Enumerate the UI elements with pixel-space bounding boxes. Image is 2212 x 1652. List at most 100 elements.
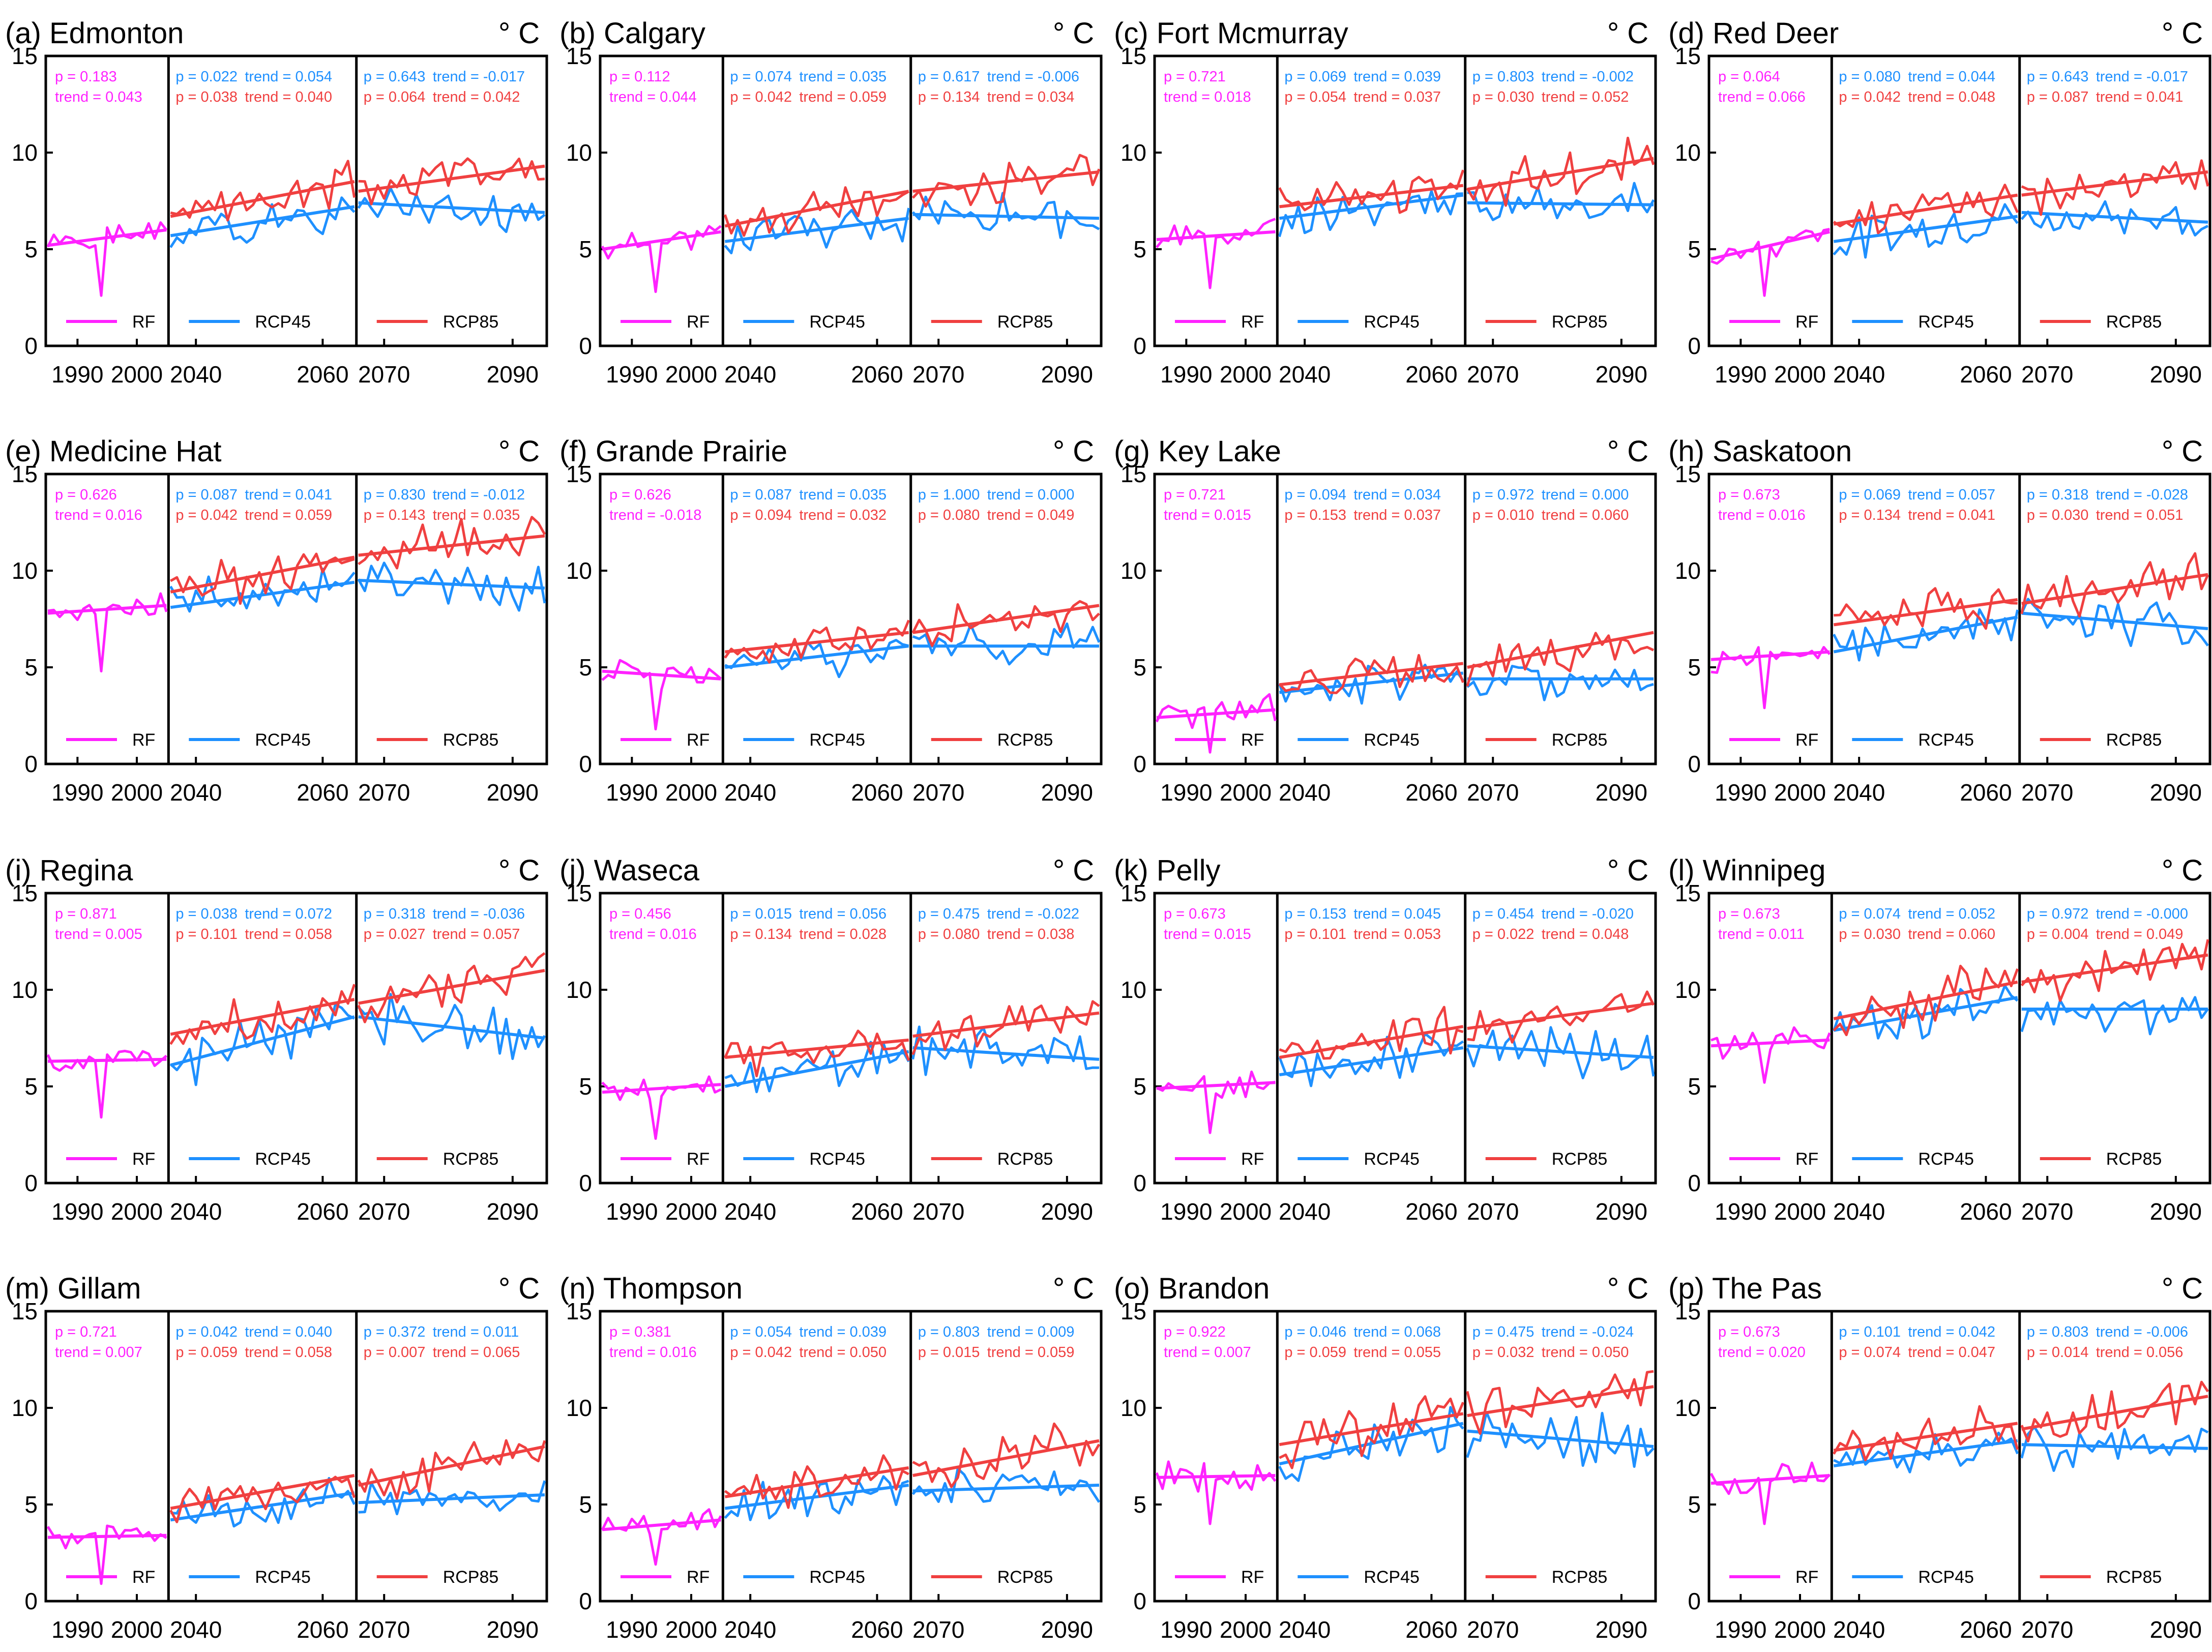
unit-label: ° C — [1607, 1272, 1648, 1305]
x-tick-label: 2090 — [1041, 1616, 1093, 1643]
x-tick-label: 1990 — [51, 1198, 103, 1225]
x-tick-label: 2090 — [487, 779, 539, 806]
trend-line-rcp85b — [358, 534, 545, 557]
y-tick-label: 10 — [1675, 977, 1701, 1003]
p-value-label: p = 0.087 — [730, 487, 792, 503]
panel-frame — [599, 1310, 1103, 1603]
series-line-rcp85 — [169, 1476, 356, 1523]
series-line-rcp85 — [1278, 654, 1465, 694]
panel: (k) Pelly ° C 0 5 10 15 1990 2000 p = 0.673 trend… — [1114, 854, 1657, 1225]
trend-line-rcp85 — [1833, 1422, 2018, 1452]
series-line-rcp45 — [724, 208, 910, 254]
series-line-rcp85 — [1279, 1395, 1465, 1469]
panel: (j) Waseca ° C 0 5 10 15 1990 2000 p = 0.456 tren… — [559, 854, 1103, 1225]
x-tick-label: 2040 — [1833, 361, 1885, 388]
p-value-label: p = 0.143 — [364, 507, 426, 523]
panel: (d) Red Deer ° C 0 5 10 15 1990 2000 p = 0.064 tr… — [1668, 17, 2211, 388]
p-value-label: p = 0.064 — [364, 89, 426, 105]
p-value-label: p = 0.643 — [2027, 69, 2089, 85]
x-tick-label: 2070 — [1467, 1616, 1519, 1643]
trend-line-rcp45 — [724, 1484, 909, 1510]
trend-value-label: trend = 0.048 — [1908, 89, 1995, 105]
p-value-label: p = 0.673 — [1718, 906, 1780, 922]
x-tick-label: 2090 — [1596, 1616, 1647, 1643]
series-line-rcp85b — [2020, 939, 2209, 1002]
legend-label: RCP45 — [1364, 730, 1420, 750]
y-tick-label: 15 — [1675, 1298, 1701, 1324]
panel-title: (c) Fort Mcmurray — [1114, 17, 1348, 50]
trend-line-rf — [1710, 650, 1830, 661]
series-line-rcp85 — [1833, 1405, 2019, 1462]
unit-label: ° C — [2162, 17, 2203, 50]
trend-value-label: trend = 0.044 — [609, 89, 697, 105]
p-value-label: p = 0.087 — [175, 487, 238, 503]
x-tick-label: 2070 — [912, 1198, 964, 1225]
y-tick-label: 10 — [1120, 977, 1146, 1003]
series-line-rcp85 — [1834, 587, 2018, 630]
x-tick-label: 1990 — [51, 1616, 103, 1643]
trend-line-rf — [47, 604, 167, 615]
trend-line-rcp45b — [1467, 1044, 1654, 1059]
trend-value-label: trend = 0.066 — [1718, 89, 1806, 105]
panel-frame — [44, 892, 548, 1185]
trend-value-label: trend = 0.049 — [2096, 926, 2184, 942]
y-tick-label: 15 — [566, 880, 592, 906]
x-tick-label: 1990 — [51, 779, 103, 806]
p-value-label: p = 0.042 — [175, 1324, 238, 1340]
unit-label: ° C — [1053, 17, 1094, 50]
y-tick-label: 0 — [1688, 1588, 1701, 1614]
trend-value-label: trend = 0.051 — [2096, 507, 2184, 523]
trend-line-rcp85b — [1467, 157, 1654, 191]
trend-line-rcp45b — [1467, 201, 1654, 206]
x-tick-label: 2000 — [665, 1198, 717, 1225]
unit-label: ° C — [1607, 17, 1648, 50]
p-value-label: p = 0.069 — [1284, 69, 1346, 85]
p-value-label: p = 0.673 — [1718, 487, 1780, 503]
panel-title: (m) Gillam — [5, 1272, 141, 1305]
x-tick-label: 2000 — [665, 1616, 717, 1643]
panel-title: (e) Medicine Hat — [5, 435, 221, 468]
y-tick-label: 0 — [24, 1588, 38, 1614]
p-value-label: p = 0.030 — [1472, 89, 1535, 105]
y-tick-label: 15 — [1120, 1298, 1146, 1324]
x-tick-label: 2000 — [111, 779, 163, 806]
panel-frame — [1153, 473, 1657, 765]
x-tick-label: 2090 — [2150, 1198, 2202, 1225]
p-value-label: p = 0.922 — [1164, 1324, 1226, 1340]
series-line-rf — [601, 1075, 722, 1140]
trend-value-label: trend = 0.039 — [799, 1324, 887, 1340]
x-tick-label: 1990 — [1715, 1198, 1766, 1225]
x-tick-label: 2060 — [297, 361, 348, 388]
panel-title: (l) Winnipeg — [1668, 854, 1825, 887]
trend-line-rcp45 — [1279, 671, 1464, 694]
p-value-label: p = 0.153 — [1284, 507, 1346, 523]
trend-line-rcp85b — [358, 1445, 545, 1487]
p-value-label: p = 0.101 — [1839, 1324, 1901, 1340]
trend-line-rf — [1156, 1081, 1276, 1090]
legend-label: RCP85 — [443, 1149, 499, 1169]
trend-value-label: trend = 0.060 — [1542, 507, 1629, 523]
x-tick-label: 2060 — [851, 1616, 903, 1643]
y-tick-label: 15 — [566, 1298, 592, 1324]
trend-value-label: trend = 0.035 — [433, 507, 520, 523]
p-value-label: p = 0.022 — [1472, 926, 1535, 942]
y-tick-label: 10 — [566, 139, 592, 166]
panel: (a) Edmonton ° C 0 5 10 15 1990 2000 p = 0.183 tr… — [5, 17, 548, 388]
legend-label: RCP45 — [255, 1149, 311, 1169]
trend-line-rcp85b — [912, 604, 1100, 634]
trend-line-rf — [1710, 1038, 1830, 1048]
series-line-rcp85b — [2020, 1380, 2209, 1443]
unit-label: ° C — [2162, 1272, 2203, 1305]
p-value-label: p = 0.803 — [918, 1324, 980, 1340]
panel: (i) Regina ° C 0 5 10 15 1990 2000 p = 0.871 tren… — [5, 854, 548, 1225]
x-tick-label: 2040 — [724, 779, 776, 806]
trend-value-label: trend = 0.057 — [1908, 487, 1995, 503]
x-tick-label: 2070 — [912, 361, 964, 388]
panel-title: (j) Waseca — [559, 854, 700, 887]
trend-value-label: trend = 0.059 — [987, 1344, 1075, 1361]
series-line-rcp45b — [358, 1480, 546, 1516]
panel-title: (o) Brandon — [1114, 1272, 1270, 1305]
y-tick-label: 5 — [24, 236, 38, 262]
y-tick-label: 15 — [1675, 43, 1701, 69]
